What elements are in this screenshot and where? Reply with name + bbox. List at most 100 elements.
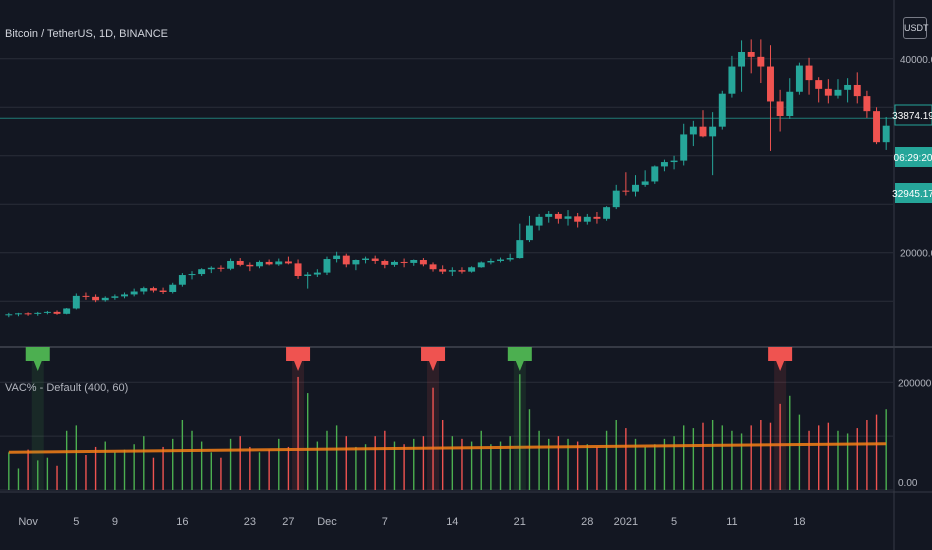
candle-body xyxy=(882,125,890,143)
candle-body xyxy=(612,190,620,208)
candle-body xyxy=(776,101,784,116)
signal-markers xyxy=(25,347,793,490)
candle-body xyxy=(227,260,235,269)
candle-body xyxy=(275,261,283,265)
price-tick-label: 20000.00 xyxy=(900,249,932,260)
candle-body xyxy=(583,216,591,222)
candle-body xyxy=(391,261,398,265)
price-tag-bg xyxy=(895,147,932,167)
candle-body xyxy=(236,260,244,265)
candle-body xyxy=(63,308,71,314)
candle-body xyxy=(487,260,495,263)
candle-body xyxy=(111,296,119,298)
candle-body xyxy=(121,294,128,297)
candle-body xyxy=(342,255,350,265)
price-candles xyxy=(5,39,890,318)
candle-body xyxy=(718,93,726,127)
candle-body xyxy=(641,181,649,185)
axes: 40000.00 20000.00 200000.00 0.00 33874.19 06:… xyxy=(18,55,932,528)
candle-body xyxy=(313,272,321,275)
candle-body xyxy=(535,216,543,226)
candle-body xyxy=(699,126,707,137)
time-tick-label: Nov xyxy=(18,516,38,528)
candle-body xyxy=(188,274,196,276)
time-tick-label: 21 xyxy=(514,516,526,528)
candle-body xyxy=(574,216,582,222)
symbol-legend[interactable]: Bitcoin / TetherUS, 1D, BINANCE xyxy=(5,28,169,40)
signal-flag xyxy=(507,347,532,371)
candle-body xyxy=(863,96,871,112)
candle-body xyxy=(795,65,803,92)
candle-body xyxy=(651,166,659,182)
candle-body xyxy=(304,274,312,276)
volume-bars xyxy=(8,374,887,490)
candle-body xyxy=(333,255,341,260)
candle-body xyxy=(217,267,225,269)
time-tick-label: 9 xyxy=(112,516,118,528)
price-tag-bg xyxy=(894,104,932,126)
candle-body xyxy=(853,84,861,97)
candle-body xyxy=(429,264,437,270)
price-tick-label: 40000.00 xyxy=(900,55,932,66)
candle-body xyxy=(757,56,765,67)
volume-tick-label: 0.00 xyxy=(898,478,918,489)
signal-flag xyxy=(25,347,50,371)
candle-body xyxy=(5,314,13,316)
candle-body xyxy=(439,269,447,272)
candle-body xyxy=(169,284,177,292)
candle-body xyxy=(256,261,263,267)
candle-body xyxy=(747,52,755,57)
signal-flag xyxy=(286,347,311,371)
candle-body xyxy=(767,66,774,102)
candle-body xyxy=(680,134,688,161)
candle-body xyxy=(14,313,22,315)
candle-body xyxy=(265,261,273,265)
candle-body xyxy=(834,89,842,96)
candle-body xyxy=(660,162,668,167)
candle-body xyxy=(101,297,109,301)
candle-body xyxy=(352,260,360,265)
candle-body xyxy=(622,190,630,192)
indicator-legend[interactable]: VAC% - Default (400, 60) xyxy=(5,382,129,394)
candle-body xyxy=(545,213,553,217)
signal-highlight xyxy=(774,348,787,490)
candle-body xyxy=(873,111,881,143)
time-tick-label: Dec xyxy=(317,516,337,528)
candle-body xyxy=(323,259,331,273)
candle-body xyxy=(738,52,746,67)
time-tick-label: 23 xyxy=(244,516,256,528)
time-tick-label: 5 xyxy=(73,516,79,528)
candle-body xyxy=(72,295,80,309)
time-tick-label: 16 xyxy=(176,516,188,528)
candle-body xyxy=(593,216,601,219)
signal-flag xyxy=(421,347,446,371)
candle-body xyxy=(246,264,254,267)
candle-body xyxy=(362,258,370,260)
candle-body xyxy=(477,262,485,268)
candle-body xyxy=(728,66,736,94)
candle-body xyxy=(554,213,562,219)
candle-body xyxy=(178,275,186,285)
signal-highlight xyxy=(513,348,526,490)
candle-body xyxy=(564,216,572,219)
candle-body xyxy=(670,160,678,163)
candle-body xyxy=(294,263,302,276)
candle-body xyxy=(34,312,42,314)
candle-body xyxy=(198,269,206,275)
candle-body xyxy=(130,291,138,295)
candle-body xyxy=(371,258,379,261)
candle-body xyxy=(140,288,148,292)
volume-tick-label: 200000.00 xyxy=(898,378,932,389)
candle-body xyxy=(400,261,408,263)
currency-button[interactable]: USDT xyxy=(903,17,929,39)
candle-body xyxy=(824,88,832,96)
time-tick-label: 14 xyxy=(446,516,458,528)
candle-body xyxy=(844,84,852,90)
price-tag-label: 32945.17 xyxy=(892,189,932,200)
price-tag-bg xyxy=(895,183,932,203)
candle-body xyxy=(53,311,61,314)
time-tick-label: 7 xyxy=(382,516,388,528)
signal-highlight xyxy=(292,348,305,490)
